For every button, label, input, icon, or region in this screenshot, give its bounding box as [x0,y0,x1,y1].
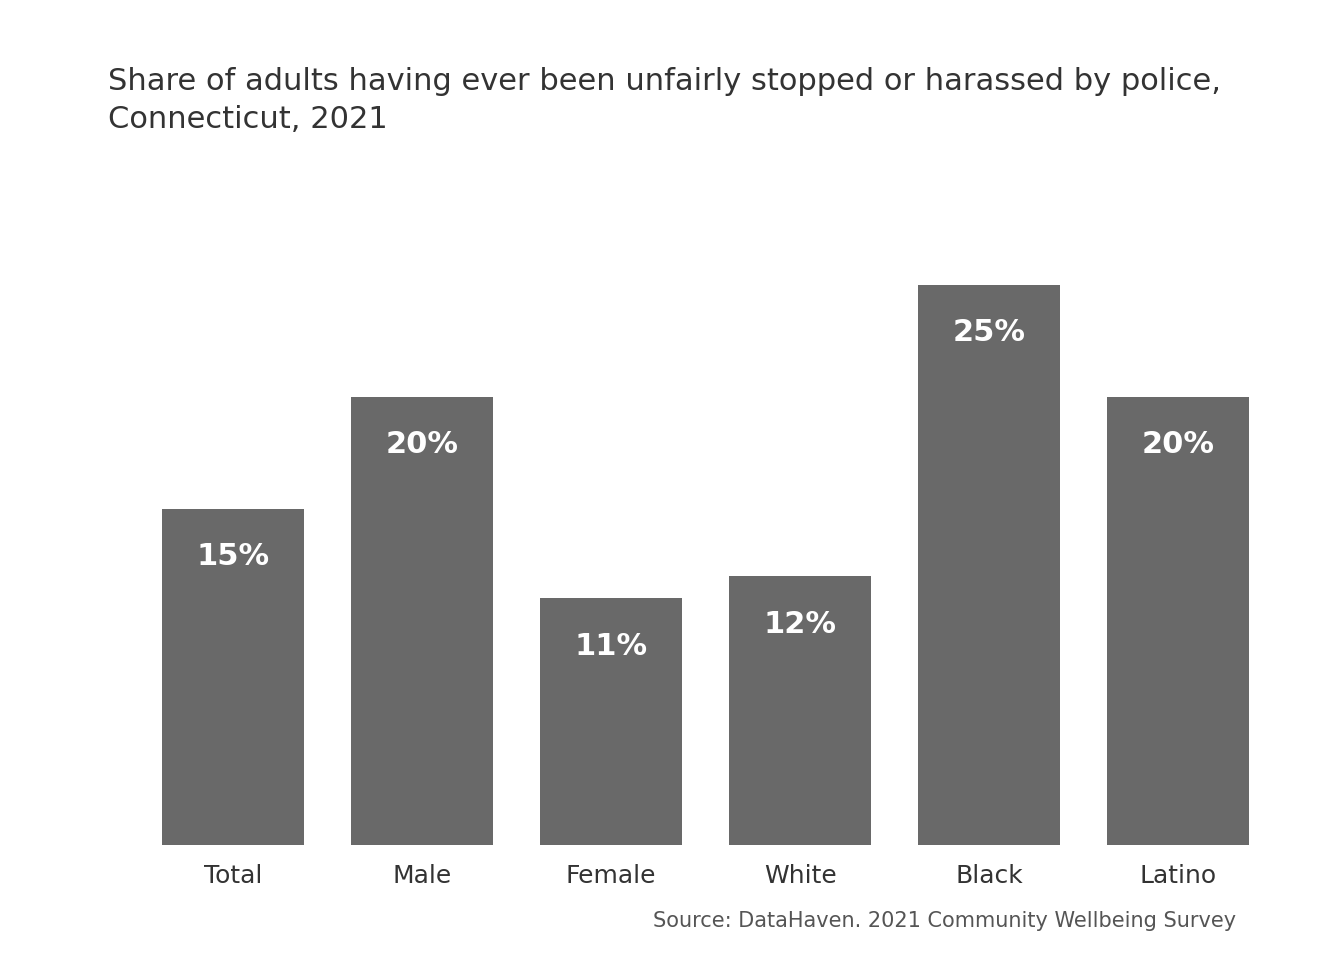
Text: 15%: 15% [196,542,269,571]
Text: 20%: 20% [1142,430,1215,460]
Text: 25%: 25% [953,319,1025,348]
Text: 11%: 11% [574,632,648,661]
Bar [730,576,871,845]
Text: Source: DataHaven. 2021 Community Wellbeing Survey: Source: DataHaven. 2021 Community Wellbe… [653,911,1236,931]
Text: 12%: 12% [763,610,837,638]
Bar [351,396,493,845]
Bar [540,598,681,845]
Text: Share of adults having ever been unfairly stopped or harassed by police,
Connect: Share of adults having ever been unfairl… [108,67,1220,134]
Bar [918,285,1060,845]
Bar [1107,396,1250,845]
Bar [161,509,304,845]
Text: 20%: 20% [386,430,458,460]
